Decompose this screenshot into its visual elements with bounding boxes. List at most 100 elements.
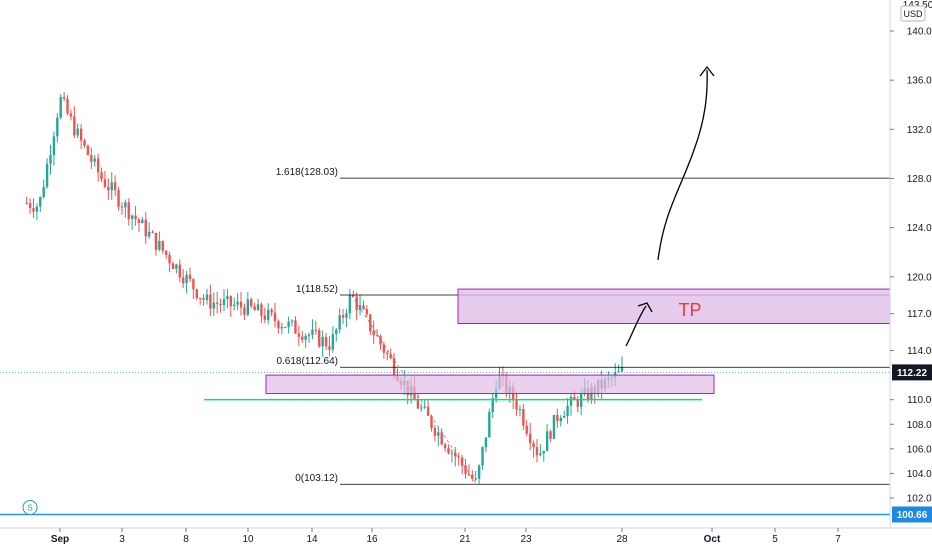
- candle-body: [233, 304, 236, 307]
- candle-body: [294, 320, 297, 334]
- candle-body: [59, 97, 62, 118]
- candle-body: [267, 309, 270, 320]
- long-arrow-line: [657, 69, 708, 261]
- candle-body: [246, 299, 250, 315]
- overlays-layer: 1.618(128.03) 1(118.52) 0.618(112.64) 0(103…: [0, 65, 891, 516]
- candle-body: [290, 320, 294, 322]
- candle-body: [83, 140, 86, 146]
- candle-body: [215, 302, 219, 304]
- candle-body: [549, 431, 552, 439]
- candle-body: [569, 397, 573, 406]
- candle-body: [226, 296, 229, 300]
- candle-body: [447, 448, 450, 454]
- candle-body: [345, 313, 348, 318]
- candle-body: [100, 172, 103, 180]
- candle-body: [66, 98, 69, 114]
- candle-body: [471, 474, 474, 479]
- projection-arrows[interactable]: [625, 65, 715, 347]
- short-arrow-line: [625, 305, 647, 347]
- candle-body: [110, 182, 113, 191]
- candle-body: [331, 334, 335, 350]
- currency-badge[interactable]: USD: [900, 5, 926, 22]
- candle-body: [62, 97, 66, 99]
- candle-body: [205, 294, 209, 300]
- candle-body: [96, 158, 100, 173]
- price-tick-label: 108.00: [907, 420, 932, 431]
- candle-body: [253, 306, 256, 311]
- candle-body: [562, 416, 566, 418]
- candle-body: [76, 128, 79, 136]
- price-tick-label: 117.00: [907, 309, 932, 320]
- candle-body: [474, 478, 477, 480]
- candle-body: [113, 182, 117, 191]
- candle-body: [137, 219, 141, 224]
- candle-body: [576, 399, 579, 407]
- candle-body: [280, 327, 284, 329]
- candle-body: [522, 409, 525, 426]
- price-tick-label: 114.00: [907, 346, 932, 357]
- candle-body: [198, 298, 202, 300]
- price-tick-label: 128.00: [907, 174, 932, 185]
- candle-body: [338, 315, 341, 330]
- candle-body: [324, 337, 328, 347]
- candle-body: [348, 294, 352, 314]
- time-tick-label: 10: [242, 534, 254, 545]
- price-tick-label: 140.00: [907, 27, 932, 38]
- candle-body: [168, 254, 171, 264]
- candle-body: [35, 206, 39, 212]
- fib-level-label: 1(118.52): [296, 284, 338, 295]
- candle-body: [460, 457, 464, 466]
- candle-body: [222, 299, 226, 306]
- tp-zone[interactable]: [457, 288, 891, 324]
- candle-body: [147, 231, 151, 237]
- candle-body: [304, 335, 307, 340]
- candle-body: [270, 309, 273, 313]
- candle-body: [297, 333, 301, 337]
- current-price-tag: 112.22: [892, 364, 932, 381]
- s-marker-icon[interactable]: S: [22, 499, 38, 515]
- candle-body: [362, 305, 365, 310]
- time-tick-label: 16: [366, 534, 378, 545]
- candle-body: [124, 202, 127, 208]
- candle-body: [144, 219, 147, 237]
- candle-body: [464, 465, 467, 474]
- candle-body: [620, 367, 624, 372]
- support-zone[interactable]: [265, 374, 715, 395]
- candle-body: [301, 336, 304, 340]
- candle-body: [437, 432, 440, 436]
- candle-body: [212, 302, 215, 309]
- candle-body: [175, 264, 178, 269]
- candle-body: [467, 473, 471, 475]
- candle-body: [260, 304, 263, 316]
- candle-body: [277, 321, 280, 329]
- candle-body: [263, 315, 267, 320]
- candle-body: [311, 329, 314, 335]
- candle-body: [539, 453, 542, 456]
- candle-body: [488, 412, 491, 438]
- candle-body: [107, 186, 110, 191]
- candle-body: [491, 398, 494, 413]
- candle-body: [477, 465, 481, 479]
- candle-body: [120, 206, 124, 208]
- candle-body: [525, 425, 528, 434]
- candle-body: [141, 219, 144, 224]
- candle-body: [352, 294, 355, 297]
- candle-body: [79, 128, 83, 141]
- candle-body: [171, 263, 175, 269]
- candle-body: [188, 274, 192, 280]
- fib-level-label: 1.618(128.03): [276, 167, 338, 178]
- candle-body: [532, 443, 535, 448]
- candle-body: [236, 301, 239, 305]
- fib-trend-line[interactable]: [351, 294, 477, 485]
- price-axis-background[interactable]: [890, 0, 932, 550]
- candle-body: [287, 321, 290, 328]
- candle-body: [25, 203, 28, 205]
- long-arrow-head-icon: [699, 65, 715, 77]
- candle-body: [103, 179, 107, 187]
- candle-body: [484, 437, 488, 448]
- candle-body: [341, 315, 345, 318]
- candle-body: [542, 450, 545, 454]
